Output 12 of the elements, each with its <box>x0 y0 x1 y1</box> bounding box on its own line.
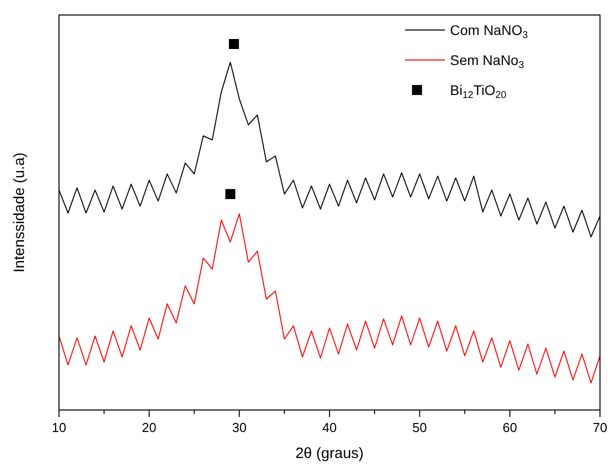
x-tick-label: 10 <box>52 420 66 435</box>
legend-label: Com NaNO$_{3}$ <box>450 22 528 41</box>
x-tick-label: 30 <box>232 420 247 435</box>
legend-label: Sem NaNo$_{3}$ <box>450 52 524 71</box>
x-tick-label: 50 <box>412 420 427 435</box>
x-axis-title: 2θ (graus) <box>295 445 364 462</box>
x-tick-label: 20 <box>142 420 156 435</box>
x-tick-label: 70 <box>592 420 608 435</box>
x-tick-label: 40 <box>322 420 337 435</box>
y-axis-title: Intenssidade (u.a) <box>11 152 28 273</box>
x-tick-label: 60 <box>502 420 518 435</box>
legend-label: Bi$_{12}$TiO$_{20}$ <box>450 82 507 101</box>
